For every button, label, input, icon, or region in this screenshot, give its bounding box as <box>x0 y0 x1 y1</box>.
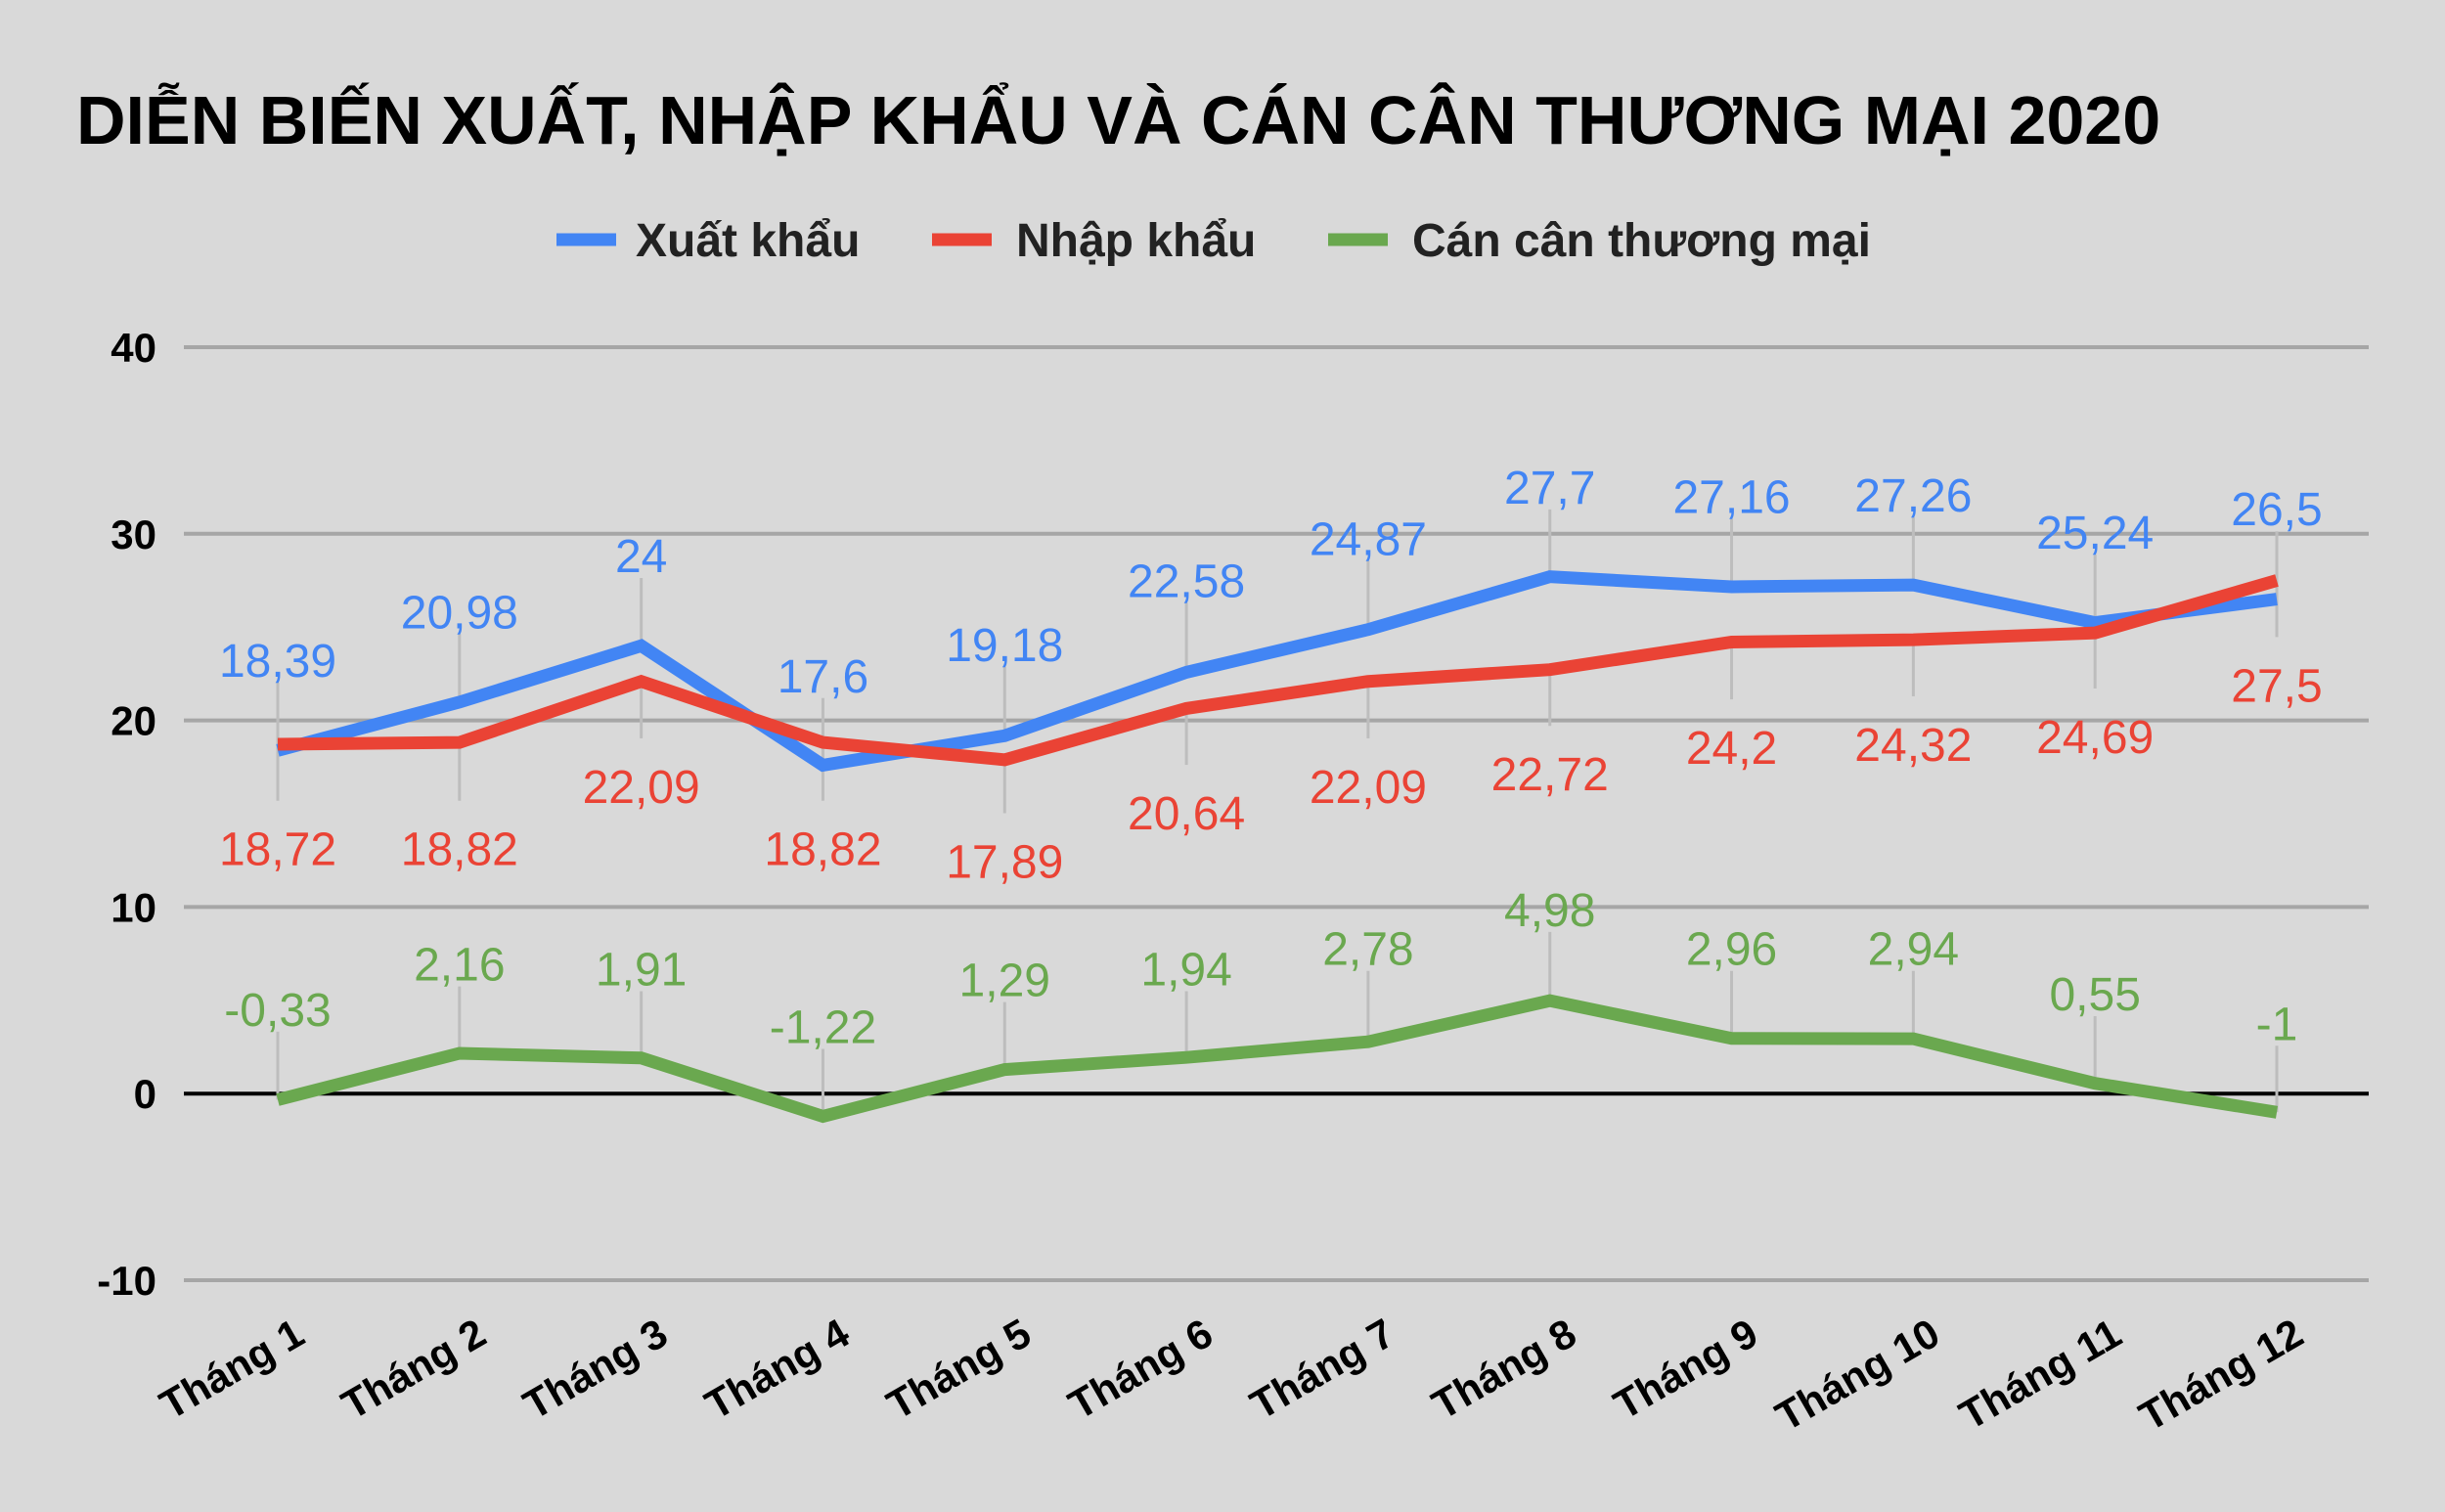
data-label: 26,5 <box>2231 484 2322 536</box>
data-label: 2,96 <box>1686 924 1777 976</box>
legend: Xuất khẩu Nhập khẩu Cán cân thương mại <box>556 215 1871 267</box>
data-label: 20,98 <box>401 587 518 639</box>
data-label: -1 <box>2256 999 2298 1050</box>
y-tick-label: 0 <box>134 1071 156 1117</box>
data-label: 22,09 <box>1310 762 1427 814</box>
data-label: 25,24 <box>2036 508 2154 559</box>
data-label: 27,5 <box>2231 660 2322 712</box>
data-label: 18,82 <box>764 824 881 876</box>
gridlines: 40 30 20 10 0 -10 <box>97 325 2369 1304</box>
data-label: 27,16 <box>1672 471 1790 523</box>
data-label: 17,89 <box>946 836 1063 888</box>
y-tick-label: 10 <box>111 884 156 930</box>
legend-label: Nhập khẩu <box>1016 215 1256 267</box>
series-line-2 <box>277 574 2279 767</box>
data-label: 19,18 <box>946 620 1063 672</box>
data-label: 22,72 <box>1491 749 1609 801</box>
y-tick-label: 20 <box>111 698 156 744</box>
data-label: 20,64 <box>1128 788 1245 840</box>
data-label: 2,78 <box>1322 924 1413 976</box>
data-label: 1,91 <box>596 944 687 996</box>
chart-title: DIỄN BIẾN XUẤT, NHẬP KHẨU VÀ CÁN CÂN THƯ… <box>76 81 2160 158</box>
data-label: 18,39 <box>219 636 336 688</box>
data-label: 17,6 <box>778 651 868 703</box>
y-tick-label: 40 <box>111 325 156 371</box>
data-label: 24,87 <box>1310 514 1427 566</box>
label-leaders <box>276 509 2279 1117</box>
data-label: 22,58 <box>1128 556 1245 608</box>
data-label: 27,7 <box>1504 463 1595 514</box>
series-lines <box>276 570 2279 1124</box>
data-label: 0,55 <box>2049 969 2140 1021</box>
data-label: 24 <box>615 531 667 583</box>
data-labels: 18,39 20,98 24 17,6 19,18 22,58 24,87 27,7 27,16… <box>219 463 2323 1054</box>
y-tick-label: 30 <box>111 511 156 557</box>
legend-label: Cán cân thương mại <box>1412 215 1871 267</box>
series-line-3 <box>276 994 2279 1124</box>
data-label: 27,26 <box>1854 470 1972 522</box>
data-label: 18,82 <box>401 824 518 876</box>
data-label: 1,94 <box>1140 944 1231 996</box>
data-label: 24,69 <box>2036 712 2154 764</box>
legend-label: Xuất khẩu <box>636 215 860 267</box>
data-label: 24,32 <box>1854 720 1972 772</box>
data-label: -0,33 <box>224 985 331 1037</box>
data-label: 4,98 <box>1504 885 1595 937</box>
series-line-1 <box>276 570 2278 773</box>
data-label: 1,29 <box>959 956 1050 1007</box>
data-label: 2,16 <box>414 940 505 992</box>
data-label: 24,2 <box>1686 723 1777 775</box>
y-tick-label: -10 <box>97 1258 156 1304</box>
data-label: 18,72 <box>219 824 336 876</box>
data-label: 2,94 <box>1868 924 1959 976</box>
data-label: -1,22 <box>770 1001 876 1053</box>
data-label: 22,09 <box>583 762 700 814</box>
